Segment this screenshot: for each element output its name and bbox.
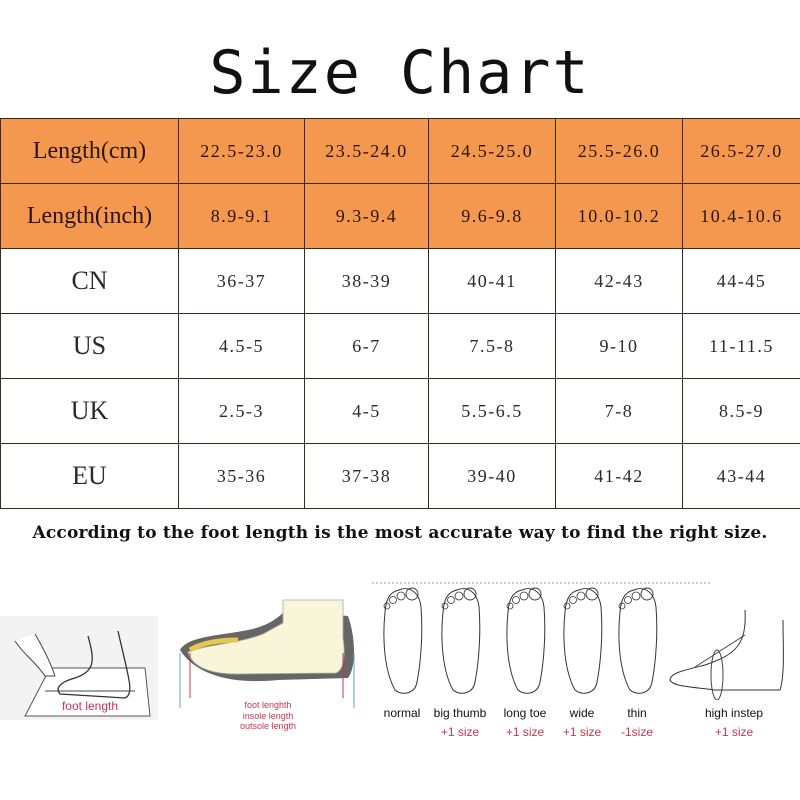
- table-cell: 6-7: [304, 313, 429, 379]
- table-cell: 10.4-10.6: [682, 183, 800, 249]
- foot-type-name: normal: [383, 706, 421, 720]
- table-cell: 9-10: [555, 313, 683, 379]
- table-cell: 37-38: [304, 443, 429, 509]
- table-cell: 9.6-9.8: [428, 183, 556, 249]
- table-cell: 22.5-23.0: [178, 118, 305, 184]
- table-cell: 35-36: [178, 443, 305, 509]
- page-title: Size Chart: [209, 38, 591, 108]
- table-cell: 7-8: [555, 378, 683, 444]
- table-cell: 36-37: [178, 248, 305, 314]
- table-cell: 8.5-9: [682, 378, 800, 444]
- measuring-note: According to the foot length is the most…: [32, 523, 768, 543]
- foot-outline-icon: [563, 587, 603, 694]
- foot-tracing-illustration: foot length: [0, 616, 158, 720]
- row-label: CN: [0, 248, 179, 314]
- row-label: UK: [0, 378, 179, 444]
- table-cell: 42-43: [555, 248, 683, 314]
- table-cell: 5.5-6.5: [428, 378, 556, 444]
- table-cell: 43-44: [682, 443, 800, 509]
- foot-outline-icon: [383, 587, 423, 694]
- table-cell: 4-5: [304, 378, 429, 444]
- table-row: Length(cm) 22.5-23.0 23.5-24.0 24.5-25.0 25.…: [0, 118, 800, 184]
- table-cell: 4.5-5: [178, 313, 305, 379]
- size-adjustment: +1 size: [440, 725, 480, 739]
- high-instep-foot-icon: [669, 609, 784, 700]
- row-label: EU: [0, 443, 179, 509]
- foot-type-name: wide: [569, 706, 595, 720]
- table-row: US 4.5-5 6-7 7.5-8 9-10 11-11.5: [0, 313, 800, 379]
- table-cell: 44-45: [682, 248, 800, 314]
- table-row: EU 35-36 37-38 39-40 41-42 43-44: [0, 443, 800, 509]
- table-cell: 8.9-9.1: [178, 183, 305, 249]
- table-cell: 26.5-27.0: [682, 118, 800, 184]
- table-cell: 39-40: [428, 443, 556, 509]
- outsole-length-label: outsole length: [239, 721, 297, 731]
- table-cell: 11-11.5: [682, 313, 800, 379]
- shoe-icon: [179, 599, 355, 708]
- table-cell: 38-39: [304, 248, 429, 314]
- foot-type-name: long toe: [503, 706, 547, 720]
- foot-type-name: high instep: [704, 706, 764, 720]
- foot-type-name: big thumb: [433, 706, 487, 720]
- table-row: CN 36-37 38-39 40-41 42-43 44-45: [0, 248, 800, 314]
- size-table: Length(cm) 22.5-23.0 23.5-24.0 24.5-25.0 25.…: [0, 118, 800, 509]
- table-cell: 40-41: [428, 248, 556, 314]
- table-row: UK 2.5-3 4-5 5.5-6.5 7-8 8.5-9: [0, 378, 800, 444]
- foot-outline-icon: [618, 587, 658, 694]
- table-cell: 10.0-10.2: [555, 183, 683, 249]
- foot-outline-icon: [506, 587, 546, 694]
- row-label: Length(cm): [0, 118, 179, 184]
- foot-length-label: foot length: [61, 699, 119, 713]
- foot-tracing-icon: [14, 630, 151, 717]
- size-adjustment: -1size: [620, 725, 653, 739]
- table-cell: 25.5-26.0: [555, 118, 683, 184]
- table-row: Length(inch) 8.9-9.1 9.3-9.4 9.6-9.8 10.0-10…: [0, 183, 800, 249]
- table-cell: 23.5-24.0: [304, 118, 429, 184]
- table-cell: 7.5-8: [428, 313, 556, 379]
- row-label: US: [0, 313, 179, 379]
- foot-length-shoe-label: foot lenghth: [244, 700, 292, 710]
- table-cell: 24.5-25.0: [428, 118, 556, 184]
- table-cell: 41-42: [555, 443, 683, 509]
- foot-outline-icon: [441, 587, 481, 694]
- table-cell: 9.3-9.4: [304, 183, 429, 249]
- table-cell: 2.5-3: [178, 378, 305, 444]
- foot-type-name: thin: [627, 706, 647, 720]
- size-adjustment: +1 size: [505, 725, 545, 739]
- shoe-cross-section: foot lenghth insole length outsole lengt…: [178, 598, 358, 738]
- size-adjustment: +1 size: [714, 725, 754, 739]
- row-label: Length(inch): [0, 183, 179, 249]
- size-adjustment: +1 size: [562, 725, 602, 739]
- dotted-guide-line: [372, 582, 712, 584]
- insole-length-label: insole length: [242, 711, 294, 721]
